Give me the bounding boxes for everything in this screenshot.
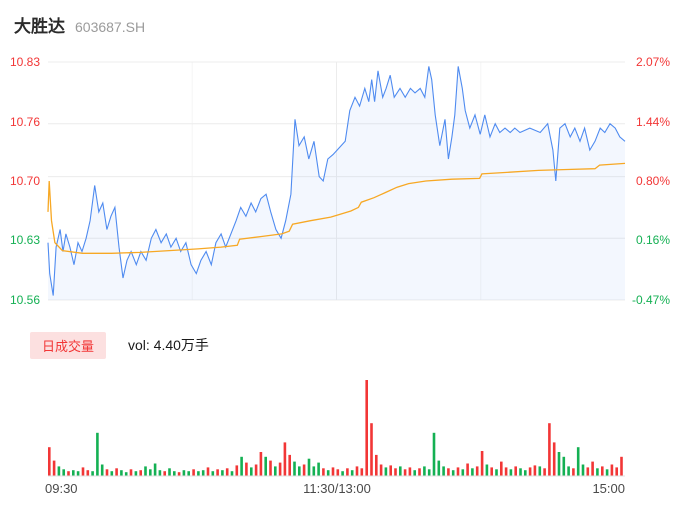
stock-code: 603687.SH [75, 19, 146, 35]
price-axis-label: 10.56 [10, 293, 41, 307]
percent-axis-label: -0.47% [631, 293, 670, 307]
time-axis-noon: 11:30/13:00 [303, 481, 371, 496]
volume-tab[interactable]: 日成交量 [30, 332, 107, 359]
time-axis-open: 09:30 [45, 481, 78, 496]
percent-axis-label: 0.80% [635, 174, 670, 188]
percent-axis-label: 1.44% [635, 115, 670, 129]
price-axis-label: 10.83 [10, 55, 41, 69]
percent-axis-label: 0.16% [635, 233, 670, 247]
time-axis-close: 15:00 [592, 481, 625, 496]
price-axis-label: 10.76 [10, 115, 41, 129]
volume-value: vol: 4.40万手 [128, 337, 209, 353]
stock-name: 大胜达 [14, 17, 65, 36]
header: 大胜达 603687.SH [14, 12, 145, 37]
price-axis-label: 10.70 [10, 174, 41, 188]
percent-axis-label: 2.07% [635, 55, 670, 69]
price-axis-label: 10.63 [10, 233, 41, 247]
